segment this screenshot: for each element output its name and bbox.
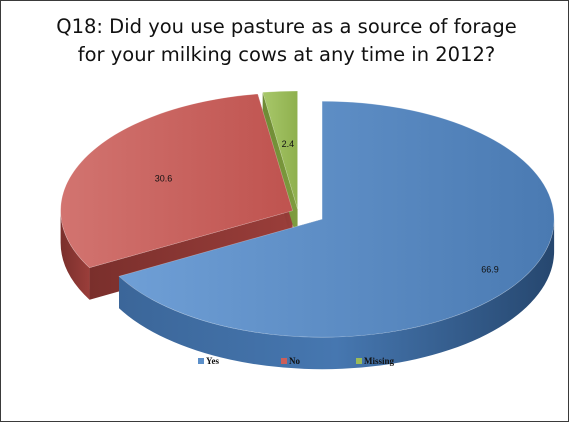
- chart-title-line-1: Q18: Did you use pasture as a source of …: [56, 15, 517, 38]
- slice-side-no: [60, 210, 90, 300]
- pie-slice-missing: [262, 90, 298, 210]
- pie-slice-yes: [118, 100, 555, 338]
- legend-item-missing: Missing: [356, 356, 395, 366]
- data-label-yes: 66.9: [481, 265, 499, 275]
- legend-swatch-missing: [356, 358, 362, 364]
- legend-label-missing: Missing: [364, 356, 395, 366]
- data-label-no: 30.6: [155, 173, 173, 183]
- legend-item-yes: Yes: [198, 356, 219, 366]
- legend-label-no: No: [289, 356, 300, 366]
- legend-swatch-yes: [198, 358, 204, 364]
- data-label-missing: 2.4: [282, 139, 295, 149]
- pie-slice-no: [60, 93, 293, 269]
- legend-swatch-no: [281, 358, 287, 364]
- legend-item-no: No: [281, 356, 300, 366]
- legend: Yes No Missing: [198, 356, 395, 366]
- legend-label-yes: Yes: [206, 356, 219, 366]
- chart-title: Q18: Did you use pasture as a source of …: [1, 13, 571, 69]
- chart-title-line-2: for your milking cows at any time in 201…: [77, 43, 496, 66]
- slice-side-yes: [119, 219, 555, 370]
